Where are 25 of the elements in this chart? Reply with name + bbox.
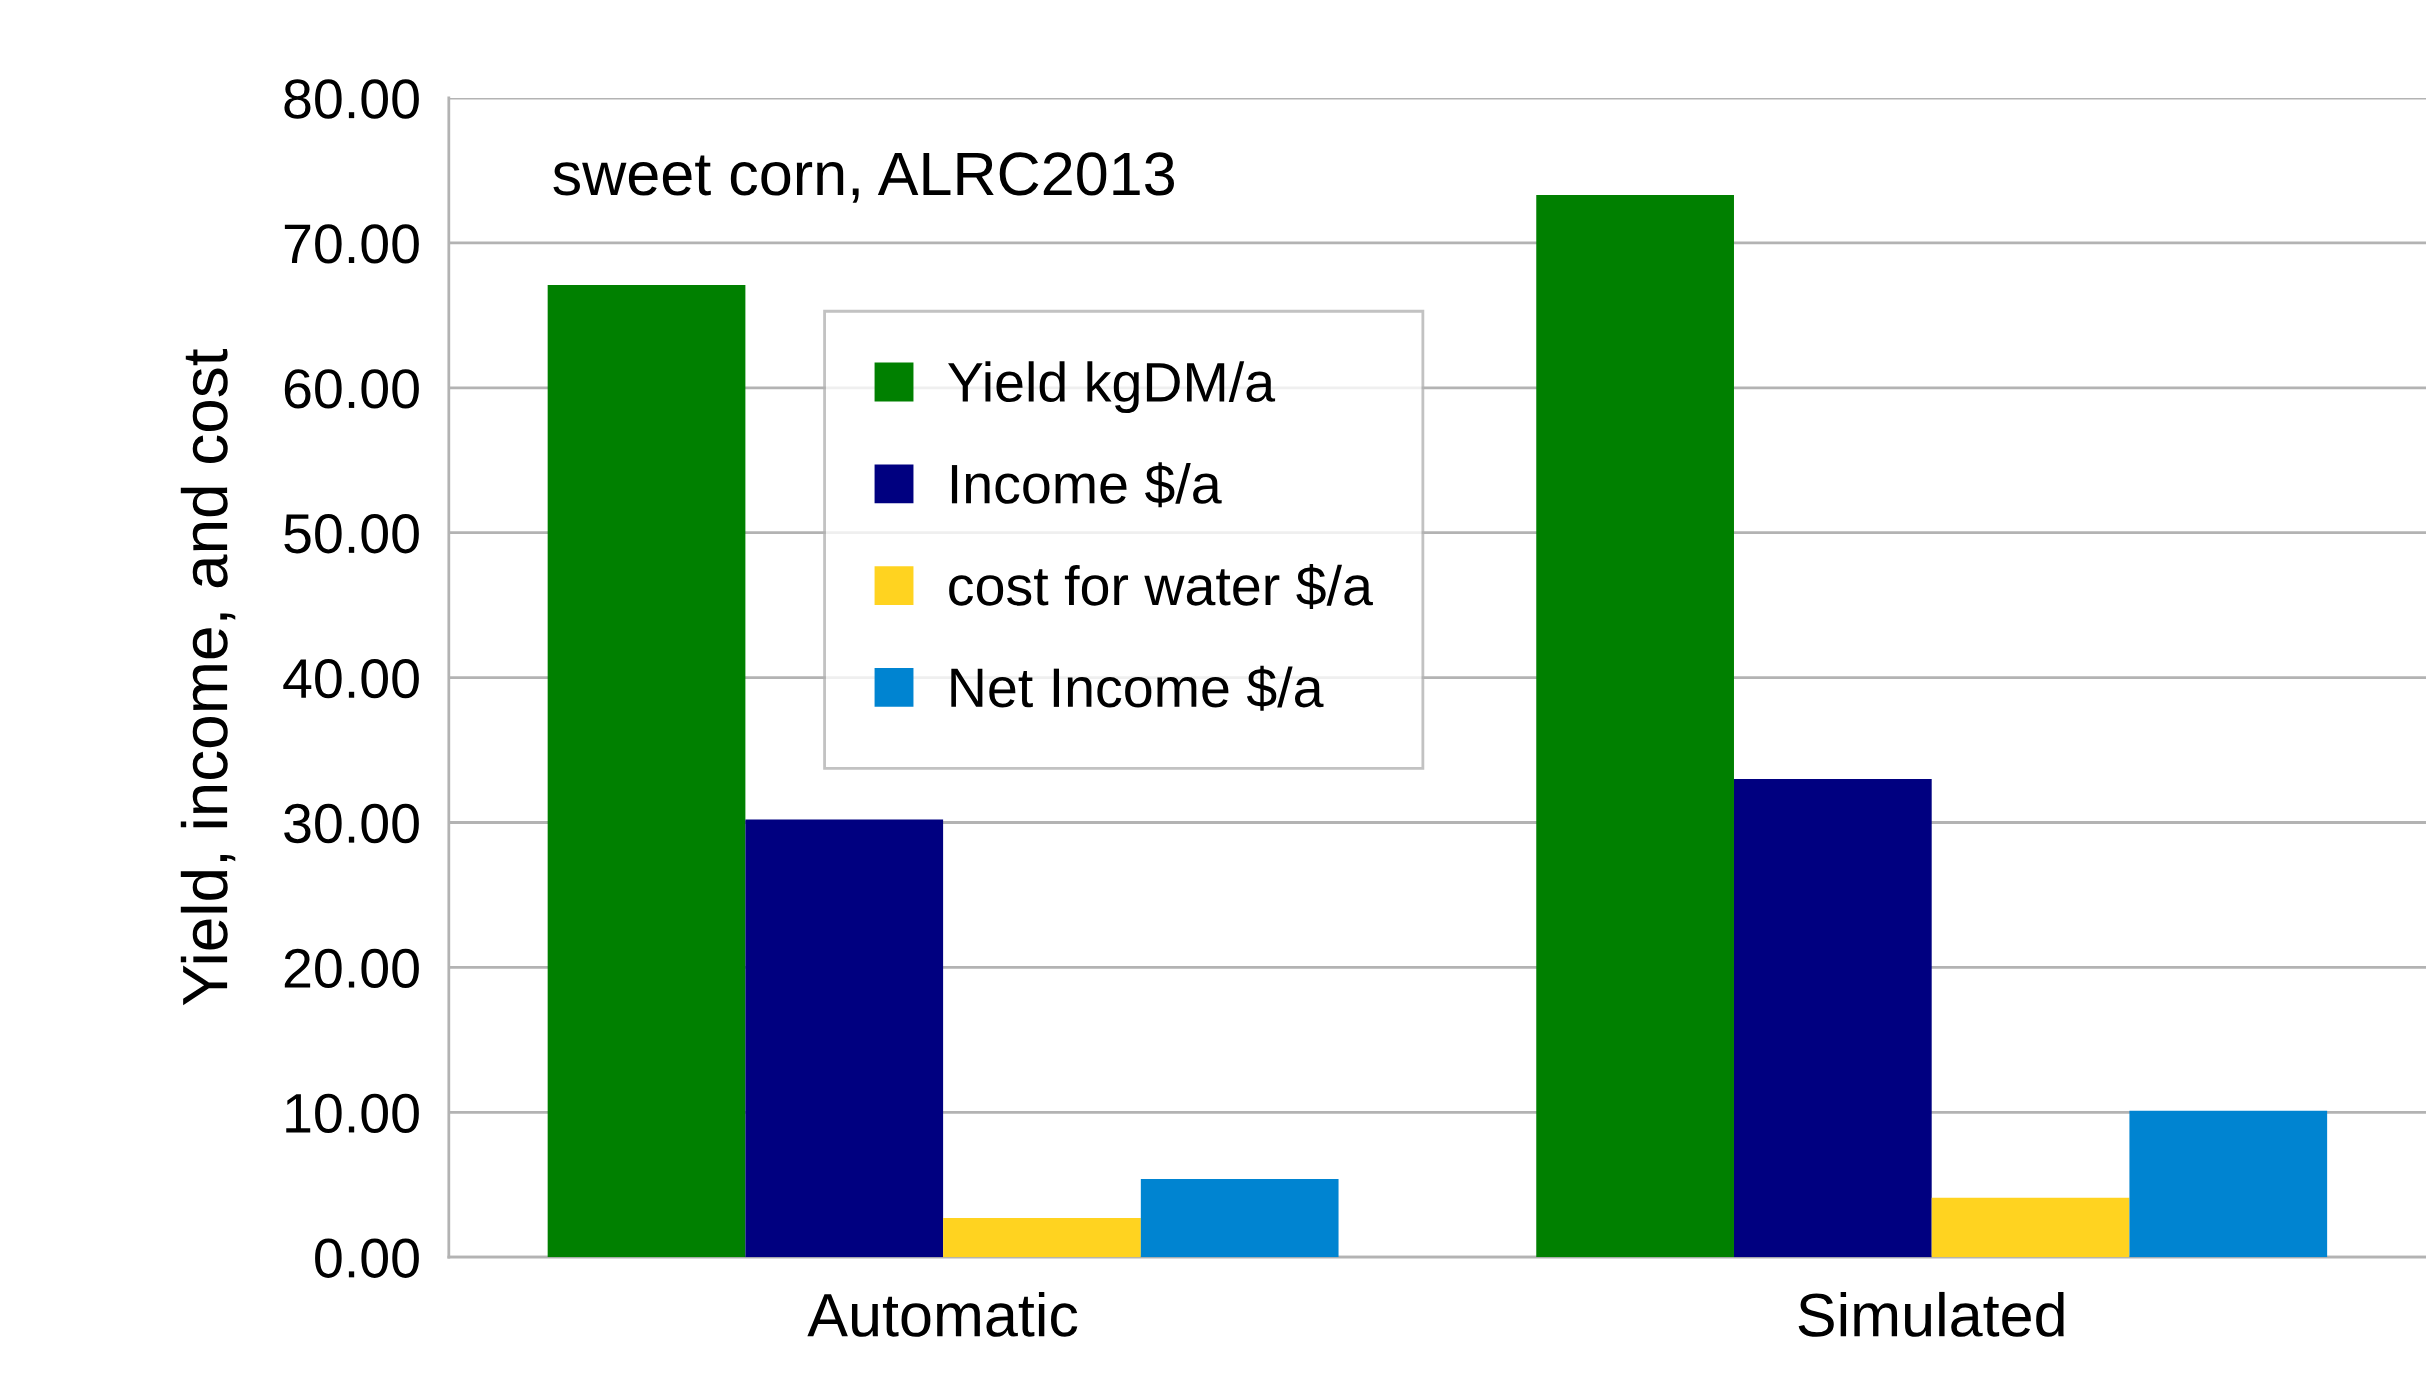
bar [1140,1178,1339,1258]
bar [2129,1110,2328,1258]
y-tick-label: 20.00 [284,948,419,989]
bar [745,819,944,1258]
legend-label: Income $/a [951,462,1222,508]
legend-label: Net Income $/a [951,665,1324,711]
bar [1536,195,1734,1258]
x-tick-label: Automatic [807,1291,1078,1337]
y-tick-label: 30.00 [284,803,419,844]
y-tick-label: 0.00 [315,1238,419,1278]
x-tick-label: Simulated [1798,1291,2064,1337]
y-tick-label: 10.00 [286,1093,419,1133]
legend-label: cost for water $/a [949,563,1373,609]
y-tick-label: 40.00 [283,658,419,699]
y-axis-title: Yield, income, and cost [180,348,236,1006]
annotation: sweet corn, ALRC2013 [553,152,1174,203]
bar [1931,1197,2130,1258]
y-tick-label: 50.00 [284,514,419,554]
bar [1733,779,1932,1258]
bar [943,1218,1141,1258]
bar [547,284,746,1258]
y-tick-label: 80.00 [284,79,419,119]
y-tick-label: 70.00 [284,224,419,264]
legend-label: Yield kgDM/a [948,361,1276,414]
y-tick-label: 60.00 [284,369,419,409]
